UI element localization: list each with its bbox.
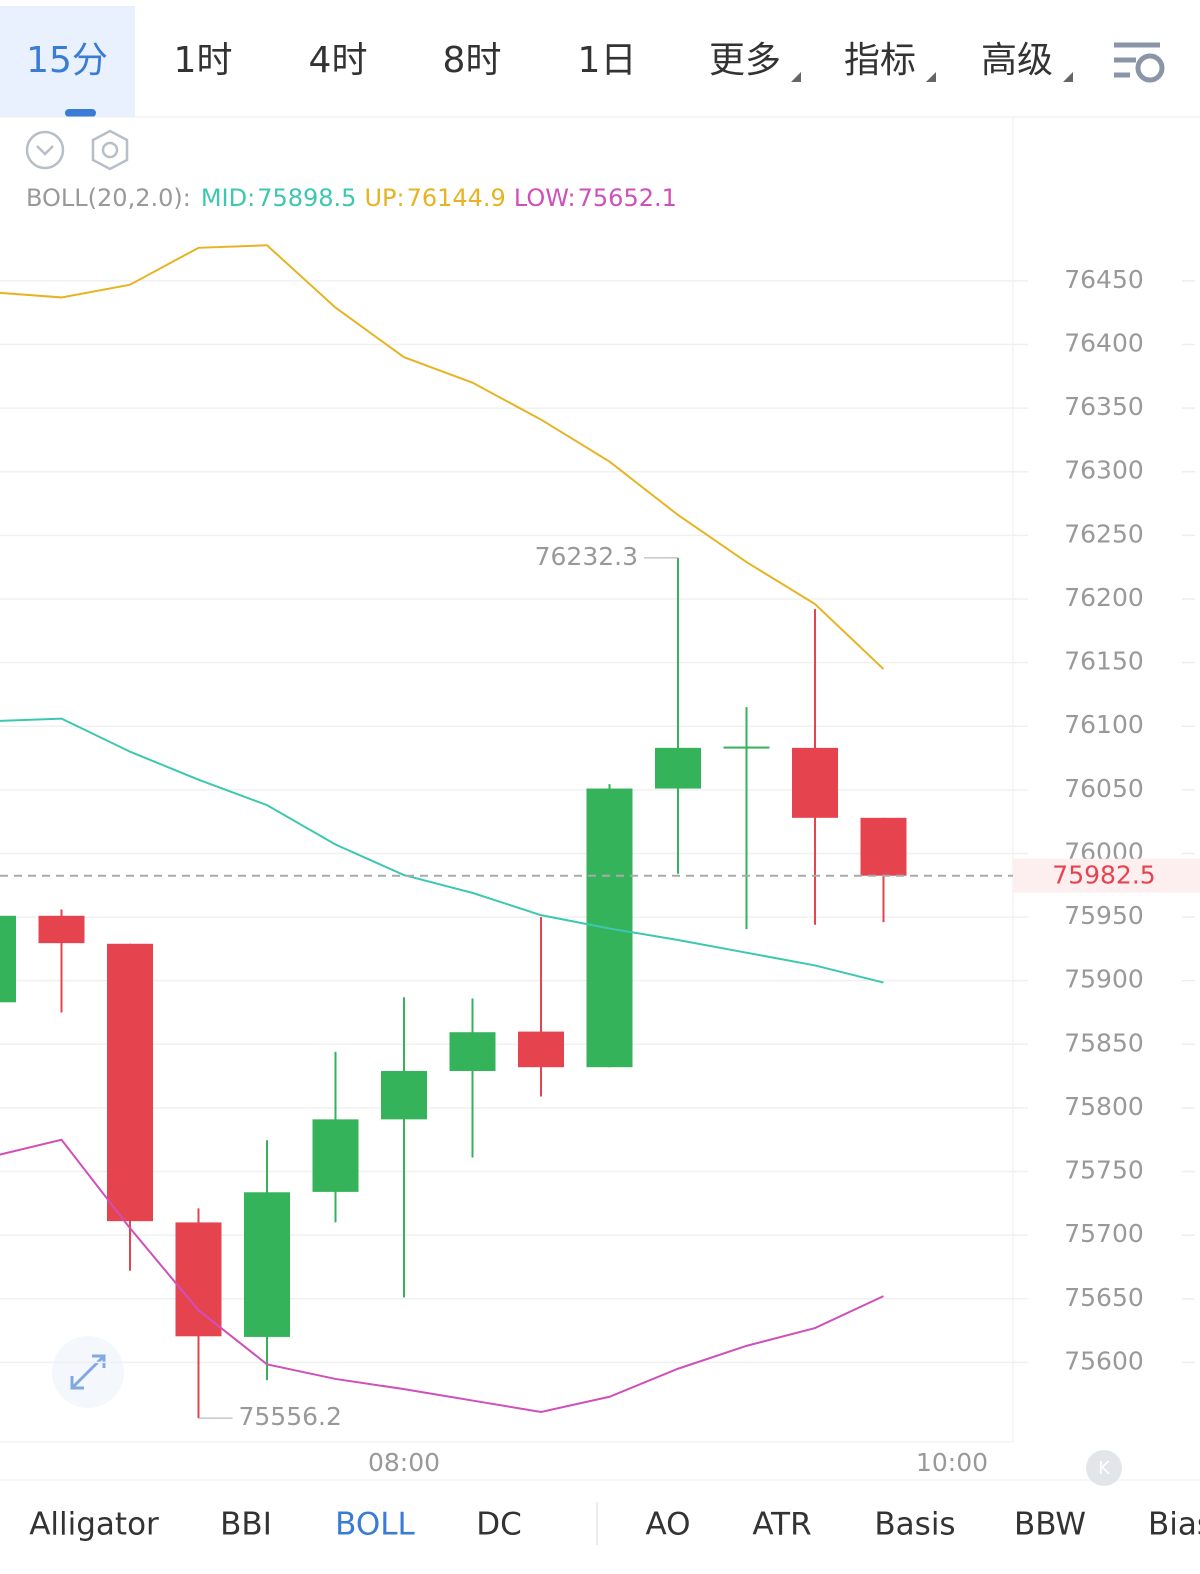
dropdown-marker <box>1063 72 1073 82</box>
candle-body <box>312 1119 359 1192</box>
x-tick-label: 08:00 <box>368 1448 440 1477</box>
settings-icon[interactable] <box>1114 42 1165 83</box>
active-tab-indicator <box>65 109 96 117</box>
boll-line <box>0 244 885 670</box>
timeframe-tab[interactable]: 高级 <box>981 40 1053 81</box>
legend-name: LOW: <box>514 184 576 212</box>
timeframe-tab[interactable]: 4时 <box>309 40 368 81</box>
candle-body <box>244 1192 290 1337</box>
timeframe-tab[interactable]: 指标 <box>844 40 916 81</box>
settings-hex-icon[interactable] <box>91 129 129 171</box>
boll-line <box>0 717 884 984</box>
y-tick-label: 76200 <box>1064 583 1144 612</box>
y-tick-label: 76400 <box>1064 329 1144 358</box>
candle-body <box>655 747 701 789</box>
candle-body <box>381 1071 427 1120</box>
y-tick-label: 75700 <box>1064 1219 1144 1248</box>
candle-body <box>792 747 838 818</box>
timeframe-tab[interactable]: 8时 <box>443 40 502 81</box>
indicator-tab[interactable]: DC <box>476 1507 522 1543</box>
indicator-tab[interactable]: ATR <box>752 1507 811 1543</box>
indicator-tab[interactable]: Alligator <box>29 1507 159 1543</box>
indicator-tab[interactable]: AO <box>645 1507 690 1543</box>
y-tick-label: 75600 <box>1064 1346 1144 1375</box>
y-tick-label: 76250 <box>1064 519 1144 548</box>
legend-name: MID: <box>201 184 255 212</box>
boll-line <box>0 1138 884 1414</box>
y-tick-label: 76100 <box>1064 710 1144 739</box>
timeframe-tab[interactable]: 1时 <box>174 40 233 81</box>
indicator-tab[interactable]: BBI <box>220 1507 272 1543</box>
y-tick-label: 75650 <box>1064 1283 1144 1312</box>
indicator-tab[interactable]: Basis <box>874 1507 955 1543</box>
candle-body <box>449 1032 496 1072</box>
scroll-end-icon: K <box>1098 1458 1111 1479</box>
timeframe-tab[interactable]: 15分 <box>26 40 108 81</box>
candle-body <box>175 1222 222 1337</box>
active-tab-bg <box>0 6 135 117</box>
candle-body <box>38 915 85 944</box>
y-tick-label: 76150 <box>1064 647 1144 676</box>
candle-body <box>723 746 770 749</box>
plot-area <box>0 244 907 1419</box>
x-tick-label: 10:00 <box>916 1448 988 1477</box>
candle-body <box>860 817 907 876</box>
collapse-icon[interactable] <box>25 130 65 170</box>
candle-body <box>518 1031 564 1068</box>
y-tick-label: 76050 <box>1064 774 1144 803</box>
y-tick-label: 75850 <box>1064 1028 1144 1057</box>
legend-value: 76144.9 <box>407 184 506 212</box>
y-tick-label: 75950 <box>1064 901 1144 930</box>
y-tick-label: 76300 <box>1064 456 1144 485</box>
settings-hex-dot <box>101 141 119 159</box>
fullscreen-icon <box>70 1354 106 1390</box>
legend-value: 75652.1 <box>578 184 677 212</box>
high-label: 76232.3 <box>535 542 638 571</box>
dropdown-marker <box>791 72 801 82</box>
timeframe-tab[interactable]: 更多 <box>709 40 781 81</box>
legend-value: 75898.5 <box>257 184 356 212</box>
candle-body <box>0 915 16 1003</box>
y-tick-label: 75800 <box>1064 1092 1144 1121</box>
timeframe-tab[interactable]: 1日 <box>578 40 637 81</box>
legend-name: UP: <box>364 184 404 212</box>
scroll-end-button[interactable] <box>1086 1450 1122 1486</box>
indicator-tab[interactable]: BOLL <box>335 1507 415 1543</box>
y-tick-label: 75900 <box>1064 965 1144 994</box>
indicator-label: BOLL(20,2.0): <box>26 184 191 212</box>
current-price-label: 75982.5 <box>1052 861 1155 890</box>
indicator-tab[interactable]: BBW <box>1014 1507 1086 1543</box>
y-tick-label: 76450 <box>1064 265 1144 294</box>
current-price-box <box>1013 858 1200 893</box>
y-tick-label: 75750 <box>1064 1156 1144 1185</box>
indicator-tab[interactable]: Bias <box>1148 1507 1200 1543</box>
candle-body <box>107 943 153 1222</box>
dropdown-marker <box>926 72 936 82</box>
y-tick-label: 76350 <box>1064 392 1144 421</box>
low-label: 75556.2 <box>239 1402 342 1431</box>
